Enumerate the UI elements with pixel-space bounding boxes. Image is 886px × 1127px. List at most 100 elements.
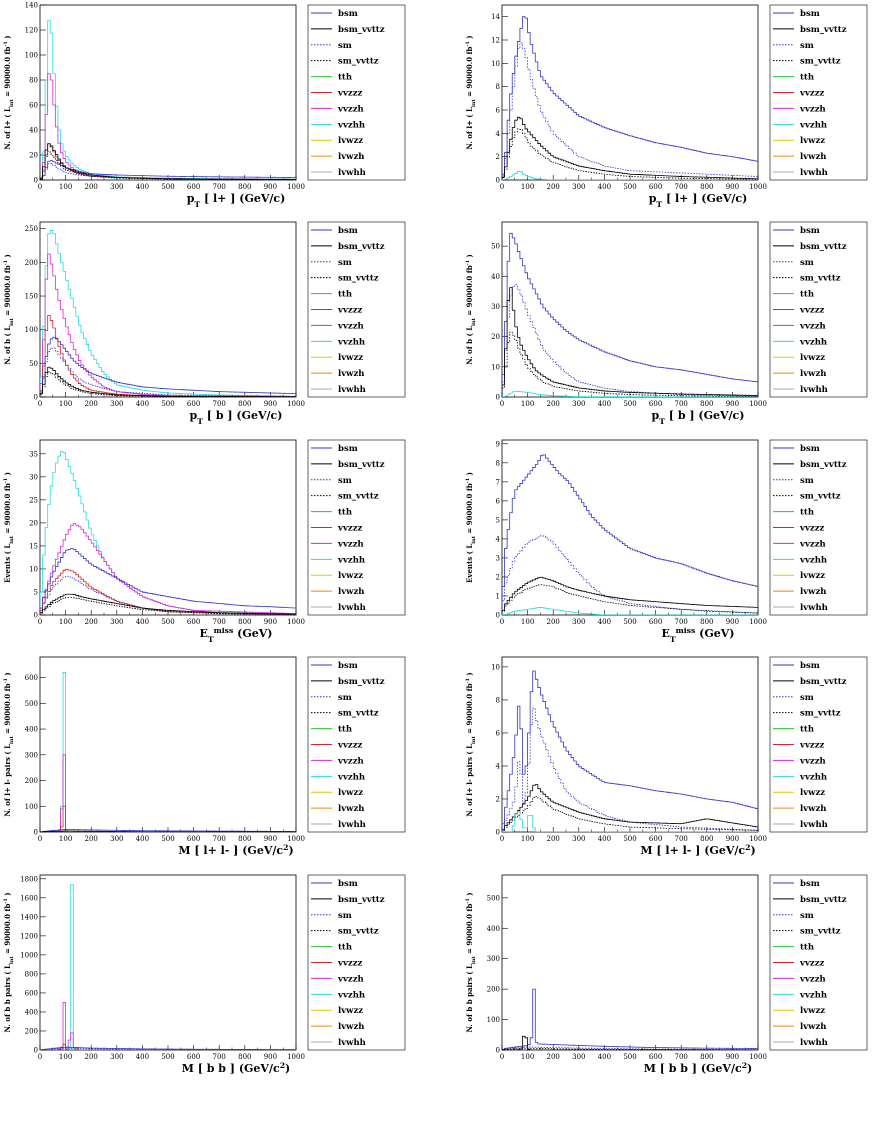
legend-label-lvwzh: lvwzh xyxy=(800,587,827,597)
legend-label-lvwzz: lvwzz xyxy=(338,136,363,146)
chart-r5c2: 0 100 200 300 400 500 600 700 800 900 1000 0 100 200 3… xyxy=(465,874,868,1075)
legend-label-vvzhh: vvzhh xyxy=(799,120,827,130)
x-tick-label: 0 xyxy=(38,183,42,191)
series-sm xyxy=(502,284,758,397)
y-tick-label: 1400 xyxy=(20,913,38,921)
x-axis-label: ETmiss (GeV) xyxy=(661,626,734,644)
y-tick-label: 200 xyxy=(25,777,38,785)
x-tick-label: 500 xyxy=(161,835,174,843)
legend-label-lvwhh: lvwhh xyxy=(338,820,366,830)
x-tick-label: 400 xyxy=(136,400,149,408)
legend-label-lvwhh: lvwhh xyxy=(800,820,828,830)
y-tick-label: 4 xyxy=(496,130,501,138)
x-tick-label: 0 xyxy=(500,1053,504,1061)
legend-label-tth: tth xyxy=(800,725,814,735)
y-tick-label: 140 xyxy=(25,2,38,10)
x-axis-label: pT [ l+ ] (GeV/c) xyxy=(187,192,286,209)
y-tick-label: 0 xyxy=(496,177,500,185)
x-tick-label: 1000 xyxy=(287,835,305,843)
x-tick-label: 600 xyxy=(649,1053,662,1061)
x-axis-label: M [ b b ] (GeV/c2) xyxy=(182,1061,291,1076)
x-tick-label: 0 xyxy=(38,835,42,843)
series-bsm xyxy=(40,336,296,397)
legend-label-lvwzz: lvwzz xyxy=(800,136,825,146)
series-vvzhh xyxy=(40,230,296,397)
legend-label-tth: tth xyxy=(338,508,352,518)
legend-label-lvwhh: lvwhh xyxy=(338,385,366,395)
y-tick-label: 10 xyxy=(29,565,38,573)
x-tick-label: 400 xyxy=(136,835,149,843)
chart-r4c2: 0 100 200 300 400 500 600 700 800 900 1000 0 2 4 6 8 10 N… xyxy=(465,656,868,857)
y-tick-label: 200 xyxy=(25,259,38,267)
series-vvzzh xyxy=(40,523,296,615)
plot-frame xyxy=(501,4,759,181)
chart-r1c2: 0 100 200 300 400 500 600 700 800 900 1000 0 2 4 6 8 10 1… xyxy=(465,4,868,209)
x-tick-label: 600 xyxy=(649,400,662,408)
x-tick-label: 700 xyxy=(213,618,226,626)
x-tick-label: 500 xyxy=(623,183,636,191)
y-tick-label: 80 xyxy=(29,77,38,85)
legend-label-lvwzz: lvwzz xyxy=(800,788,825,798)
legend-label-bsm_vvttz: bsm_vvttz xyxy=(800,242,847,252)
x-tick-label: 100 xyxy=(521,835,534,843)
series-bsm_vvttz xyxy=(502,287,758,397)
legend-label-vvzhh: vvzhh xyxy=(799,990,827,1000)
x-tick-label: 600 xyxy=(649,183,662,191)
y-tick-label: 400 xyxy=(25,1008,38,1016)
x-tick-label: 1000 xyxy=(749,400,767,408)
legend-label-bsm_vvttz: bsm_vvttz xyxy=(338,25,385,35)
y-tick-label: 800 xyxy=(25,970,38,978)
y-axis-label: N. of b ( Lint = 90000.0 fb-1 ) xyxy=(465,254,477,365)
x-axis-label: M [ l+ l- ] (GeV/c2) xyxy=(178,843,293,858)
legend-label-bsm_vvttz: bsm_vvttz xyxy=(338,460,385,470)
y-tick-label: 8 xyxy=(496,459,500,467)
legend-label-bsm_vvttz: bsm_vvttz xyxy=(338,242,385,252)
y-tick-label: 9 xyxy=(496,440,500,448)
series-sm_vvttz xyxy=(40,150,296,180)
x-tick-label: 600 xyxy=(187,835,200,843)
x-tick-label: 100 xyxy=(521,183,534,191)
x-tick-label: 400 xyxy=(598,835,611,843)
series-bsm xyxy=(502,988,758,1050)
legend-label-lvwhh: lvwhh xyxy=(800,1038,828,1048)
y-tick-label: 400 xyxy=(25,726,38,734)
series-vvzhh xyxy=(502,171,758,180)
y-tick-label: 6 xyxy=(496,729,501,737)
legend-label-tth: tth xyxy=(800,290,814,300)
x-tick-label: 100 xyxy=(59,400,72,408)
x-tick-label: 500 xyxy=(161,1053,174,1061)
legend-label-vvzzh: vvzzh xyxy=(799,756,826,766)
y-tick-label: 100 xyxy=(25,326,38,334)
legend-label-vvzzh: vvzzh xyxy=(799,974,826,984)
legend-label-sm: sm xyxy=(338,41,352,51)
legend-label-bsm_vvttz: bsm_vvttz xyxy=(800,25,847,35)
y-tick-label: 30 xyxy=(29,473,38,481)
x-axis-label: pT [ b ] (GeV/c) xyxy=(652,409,745,426)
x-tick-label: 300 xyxy=(572,1053,585,1061)
legend-label-vvzhh: vvzhh xyxy=(337,555,365,565)
legend-label-sm: sm xyxy=(800,911,814,921)
x-tick-label: 100 xyxy=(59,835,72,843)
legend-label-sm_vvttz: sm_vvttz xyxy=(800,492,841,502)
x-tick-label: 900 xyxy=(264,618,277,626)
x-tick-label: 800 xyxy=(238,183,251,191)
x-tick-label: 700 xyxy=(213,835,226,843)
y-tick-label: 0 xyxy=(496,1047,500,1055)
y-tick-label: 100 xyxy=(25,52,38,60)
series-sm xyxy=(40,347,296,397)
legend-label-bsm: bsm xyxy=(800,661,820,671)
legend-label-sm_vvttz: sm_vvttz xyxy=(800,57,841,67)
legend-label-sm_vvttz: sm_vvttz xyxy=(800,927,841,937)
legend-label-bsm_vvttz: bsm_vvttz xyxy=(800,677,847,687)
legend-label-tth: tth xyxy=(338,943,352,953)
chart-r2c1: 0 100 200 300 400 500 600 700 800 900 1000 0 50 100 15… xyxy=(3,221,406,426)
legend-label-bsm: bsm xyxy=(338,444,358,454)
x-tick-label: 800 xyxy=(700,183,713,191)
legend-label-sm_vvttz: sm_vvttz xyxy=(338,709,379,719)
y-tick-label: 15 xyxy=(29,542,38,550)
x-tick-label: 800 xyxy=(238,1053,251,1061)
x-tick-label: 800 xyxy=(238,618,251,626)
